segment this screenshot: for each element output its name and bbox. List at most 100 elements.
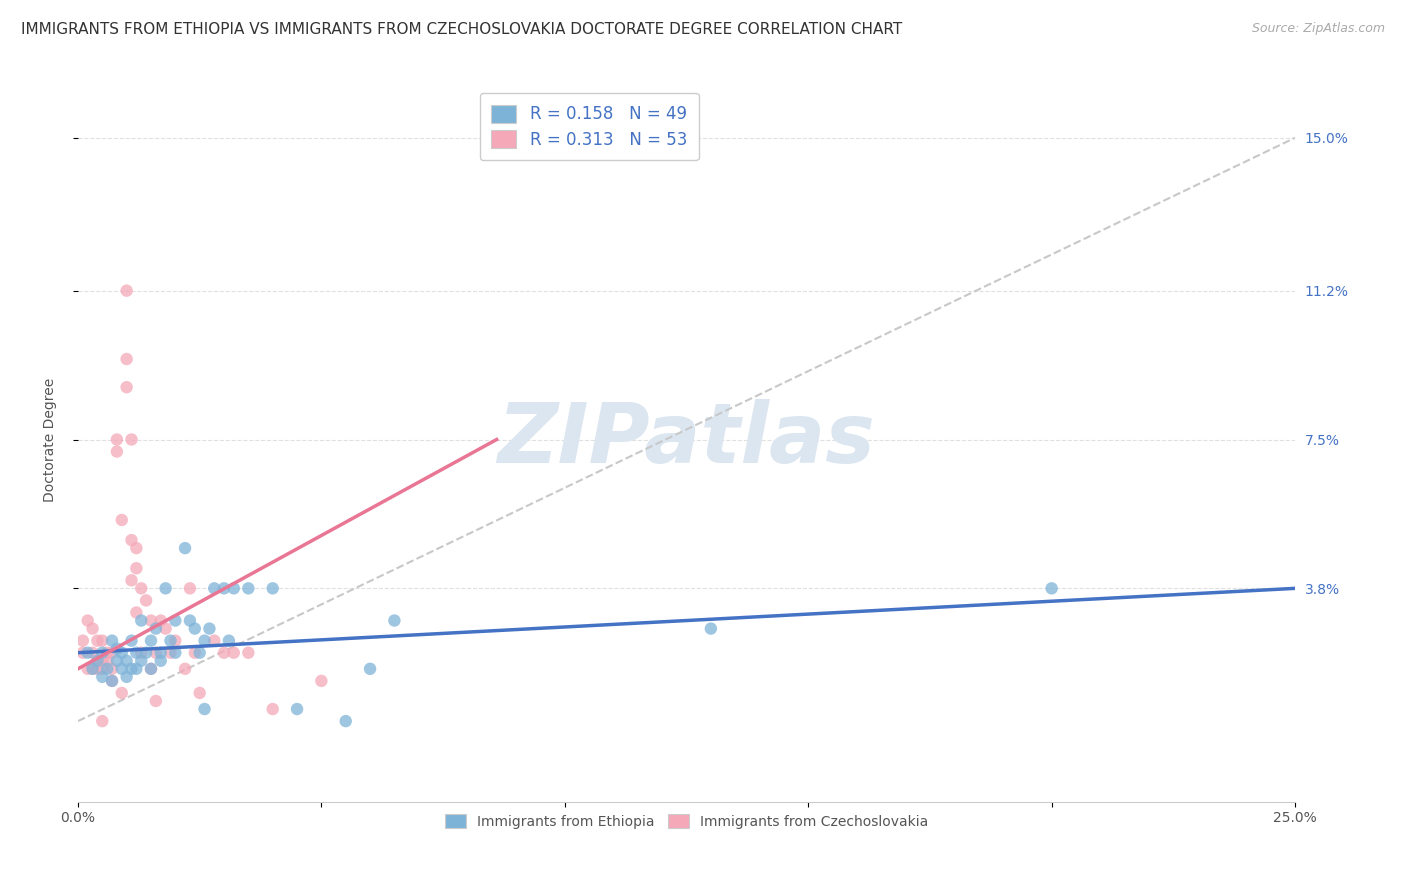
Point <box>145 622 167 636</box>
Point <box>121 533 143 547</box>
Point <box>86 633 108 648</box>
Point <box>91 670 114 684</box>
Point <box>125 541 148 555</box>
Point <box>125 561 148 575</box>
Point <box>135 646 157 660</box>
Point <box>155 622 177 636</box>
Y-axis label: Doctorate Degree: Doctorate Degree <box>44 377 58 501</box>
Point <box>121 433 143 447</box>
Point <box>105 654 128 668</box>
Point <box>135 593 157 607</box>
Point <box>184 646 207 660</box>
Point <box>101 662 124 676</box>
Point <box>72 633 94 648</box>
Point <box>115 284 138 298</box>
Point <box>285 702 308 716</box>
Point <box>82 622 104 636</box>
Point <box>121 633 143 648</box>
Point <box>111 686 134 700</box>
Point <box>193 702 215 716</box>
Point <box>198 622 221 636</box>
Text: IMMIGRANTS FROM ETHIOPIA VS IMMIGRANTS FROM CZECHOSLOVAKIA DOCTORATE DEGREE CORR: IMMIGRANTS FROM ETHIOPIA VS IMMIGRANTS F… <box>21 22 903 37</box>
Point <box>384 614 406 628</box>
Point <box>96 662 118 676</box>
Point <box>188 686 211 700</box>
Point <box>155 582 177 596</box>
Point <box>105 641 128 656</box>
Point <box>111 646 134 660</box>
Point <box>218 633 240 648</box>
Point <box>76 614 98 628</box>
Point <box>174 541 197 555</box>
Text: Source: ZipAtlas.com: Source: ZipAtlas.com <box>1251 22 1385 36</box>
Point <box>262 582 284 596</box>
Point <box>91 654 114 668</box>
Point <box>188 646 211 660</box>
Point <box>129 614 152 628</box>
Point <box>212 582 235 596</box>
Point <box>145 646 167 660</box>
Point <box>238 582 260 596</box>
Point <box>91 633 114 648</box>
Point <box>335 714 357 728</box>
Point <box>179 582 201 596</box>
Point <box>115 352 138 367</box>
Point <box>82 662 104 676</box>
Point <box>115 380 138 394</box>
Point <box>86 662 108 676</box>
Point <box>105 433 128 447</box>
Point <box>129 582 152 596</box>
Point <box>139 633 162 648</box>
Legend: Immigrants from Ethiopia, Immigrants from Czechoslovakia: Immigrants from Ethiopia, Immigrants fro… <box>439 808 934 834</box>
Point <box>115 654 138 668</box>
Point <box>212 646 235 660</box>
Point <box>262 702 284 716</box>
Point <box>139 614 162 628</box>
Point <box>165 646 187 660</box>
Point <box>193 633 215 648</box>
Point <box>149 614 172 628</box>
Point <box>76 646 98 660</box>
Point <box>121 574 143 588</box>
Point <box>139 662 162 676</box>
Point <box>125 646 148 660</box>
Point <box>311 673 333 688</box>
Point <box>101 673 124 688</box>
Point <box>149 654 172 668</box>
Point <box>145 694 167 708</box>
Point <box>238 646 260 660</box>
Point <box>86 654 108 668</box>
Point <box>179 614 201 628</box>
Point <box>101 673 124 688</box>
Point <box>91 662 114 676</box>
Point <box>174 662 197 676</box>
Point <box>202 633 225 648</box>
Point <box>101 633 124 648</box>
Point <box>222 582 245 596</box>
Point <box>76 662 98 676</box>
Point <box>165 614 187 628</box>
Point <box>184 622 207 636</box>
Point <box>222 646 245 660</box>
Point <box>111 662 134 676</box>
Point <box>82 646 104 660</box>
Point <box>202 582 225 596</box>
Point <box>115 670 138 684</box>
Point <box>125 606 148 620</box>
Point <box>91 714 114 728</box>
Point <box>700 622 723 636</box>
Point <box>91 646 114 660</box>
Point <box>129 654 152 668</box>
Point <box>72 646 94 660</box>
Point <box>1040 582 1063 596</box>
Point <box>96 654 118 668</box>
Point <box>165 633 187 648</box>
Text: ZIPatlas: ZIPatlas <box>498 399 876 480</box>
Point <box>149 646 172 660</box>
Point <box>82 662 104 676</box>
Point <box>86 654 108 668</box>
Point <box>139 662 162 676</box>
Point <box>129 646 152 660</box>
Point <box>111 513 134 527</box>
Point <box>359 662 381 676</box>
